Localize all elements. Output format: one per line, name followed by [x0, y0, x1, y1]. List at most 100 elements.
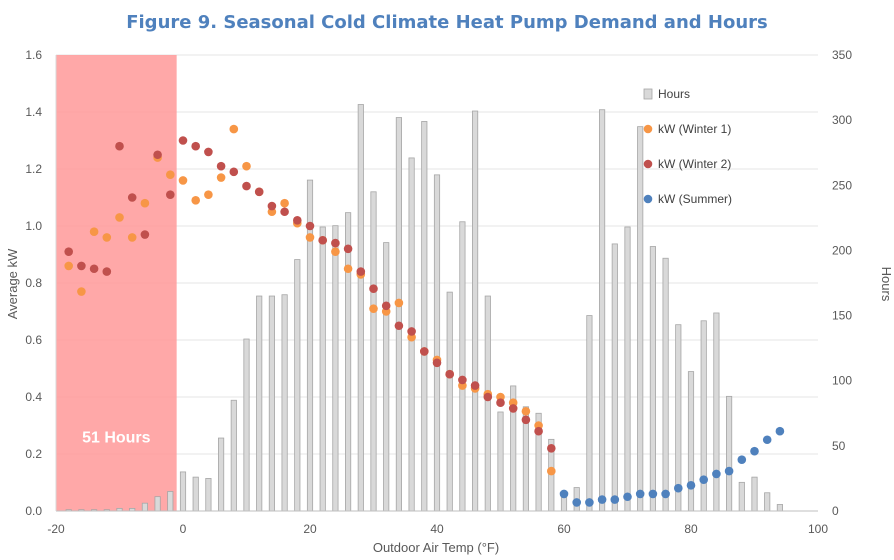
kw-summer-point: [661, 489, 670, 499]
y-right-tick-labels: 0 50 100 150 200 250 300 350: [832, 48, 852, 518]
hours-bar: [268, 295, 275, 512]
kw-points: [64, 124, 785, 507]
legend-swatch-kw-summer: [643, 194, 653, 204]
kw-summer-point: [686, 481, 696, 490]
hours-bar: [395, 117, 402, 512]
kw-winter-2-point: [508, 404, 518, 413]
kw-summer-point: [674, 483, 683, 493]
x-tick-label: 80: [684, 522, 698, 536]
y-left-axis-title: Average kW: [5, 248, 20, 319]
kw-winter-1-point: [204, 190, 213, 199]
axes: [55, 55, 818, 512]
kw-winter-1-point: [166, 170, 175, 179]
x-tick-label: 60: [557, 522, 571, 536]
legend-swatch-kw-winter-1: [643, 124, 653, 134]
hours-bar: [192, 476, 199, 512]
kw-summer-point: [559, 489, 569, 499]
hours-bar: [726, 395, 733, 512]
y-right-axis-title: Hours: [879, 267, 894, 302]
kw-winter-2-point: [483, 392, 493, 402]
y-right-tick-label: 200: [832, 243, 852, 257]
y-left-tick-label: 0.6: [25, 333, 42, 347]
kw-winter-2-point: [318, 235, 328, 245]
hours-bar: [459, 221, 466, 512]
kw-summer-point: [648, 489, 658, 499]
hours-bar: [357, 104, 364, 512]
y-right-tick-label: 300: [832, 113, 852, 127]
kw-summer-point: [750, 446, 759, 456]
kw-summer-point: [635, 489, 645, 499]
hours-bar: [256, 295, 263, 512]
x-tick-label: 0: [180, 522, 187, 536]
kw-winter-2-point: [153, 150, 162, 160]
hours-bar: [637, 126, 644, 512]
hours-bar: [230, 399, 237, 512]
x-axis-title: Outdoor Air Temp (°F): [373, 540, 499, 555]
kw-winter-2-point: [166, 190, 175, 199]
kw-winter-2-point: [356, 267, 366, 276]
y-left-tick-label: 1.0: [25, 219, 42, 233]
kw-winter-2-point: [369, 284, 378, 294]
legend-label: kW (Winter 2): [658, 157, 731, 171]
kw-winter-2-point: [394, 321, 404, 331]
kw-winter-2-point: [458, 375, 467, 385]
hours-bar: [383, 242, 390, 512]
kw-winter-1-point: [89, 227, 99, 236]
hours-bar: [446, 291, 453, 512]
y-left-tick-label: 1.2: [25, 162, 42, 176]
kw-winter-2-point: [64, 247, 73, 256]
hours-bar: [243, 338, 250, 512]
kw-winter-2-point: [407, 327, 416, 336]
y-right-tick-label: 0: [832, 504, 839, 518]
kw-winter-1-point: [280, 198, 289, 208]
y-left-tick-labels: 0.0 0.2 0.4 0.6 0.8 1.0 1.2 1.4 1.6: [25, 48, 42, 518]
kw-winter-2-point: [470, 381, 480, 390]
hours-bar: [611, 243, 618, 512]
hours-bar: [472, 110, 479, 512]
kw-winter-1-point: [229, 124, 239, 134]
kw-winter-2-point: [381, 301, 391, 311]
kw-summer-point: [724, 466, 734, 476]
kw-winter-1-point: [305, 233, 315, 242]
kw-winter-1-point: [115, 213, 124, 222]
legend-swatch-hours: [643, 88, 653, 100]
shaded-region: 51 Hours: [56, 55, 177, 511]
kw-winter-2-point: [191, 141, 200, 151]
hours-bar: [332, 225, 339, 512]
hours-bar: [751, 476, 758, 512]
hours-bar: [370, 191, 377, 512]
y-right-tick-label: 50: [832, 439, 846, 453]
kw-winter-1-point: [140, 198, 150, 208]
kw-winter-2-point: [331, 238, 340, 248]
hours-bar: [345, 212, 352, 512]
hours-bar: [205, 478, 212, 512]
kw-winter-1-point: [64, 261, 73, 271]
kw-summer-point: [597, 495, 607, 504]
kw-winter-2-point: [242, 181, 251, 191]
kw-winter-2-point: [254, 187, 264, 197]
x-tick-label: 100: [808, 522, 828, 536]
kw-winter-1-point: [547, 466, 556, 476]
y-left-tick-label: 0.2: [25, 447, 42, 461]
y-left-tick-label: 0.8: [25, 276, 42, 290]
legend: Hours kW (Winter 1) kW (Winter 2) kW (Summe…: [643, 87, 732, 206]
y-right-tick-label: 250: [832, 178, 852, 192]
hours-bar: [218, 437, 225, 512]
kw-summer-point: [699, 475, 708, 484]
kw-winter-2-point: [229, 167, 239, 177]
kw-winter-2-point: [547, 444, 556, 453]
hours-bar: [179, 471, 187, 512]
hours-bar: [662, 257, 669, 512]
hours-bar: [281, 294, 288, 512]
hours-bar: [738, 481, 745, 512]
kw-winter-1-point: [191, 196, 200, 205]
hours-bar: [154, 496, 161, 512]
kw-winter-2-point: [267, 201, 277, 211]
y-left-tick-label: 1.6: [25, 48, 42, 62]
hours-bar: [319, 226, 326, 512]
kw-winter-1-point: [216, 173, 226, 182]
kw-winter-2-point: [140, 230, 150, 239]
kw-summer-point: [737, 455, 747, 465]
hours-bar: [433, 174, 441, 512]
x-tick-label: -20: [47, 522, 65, 536]
